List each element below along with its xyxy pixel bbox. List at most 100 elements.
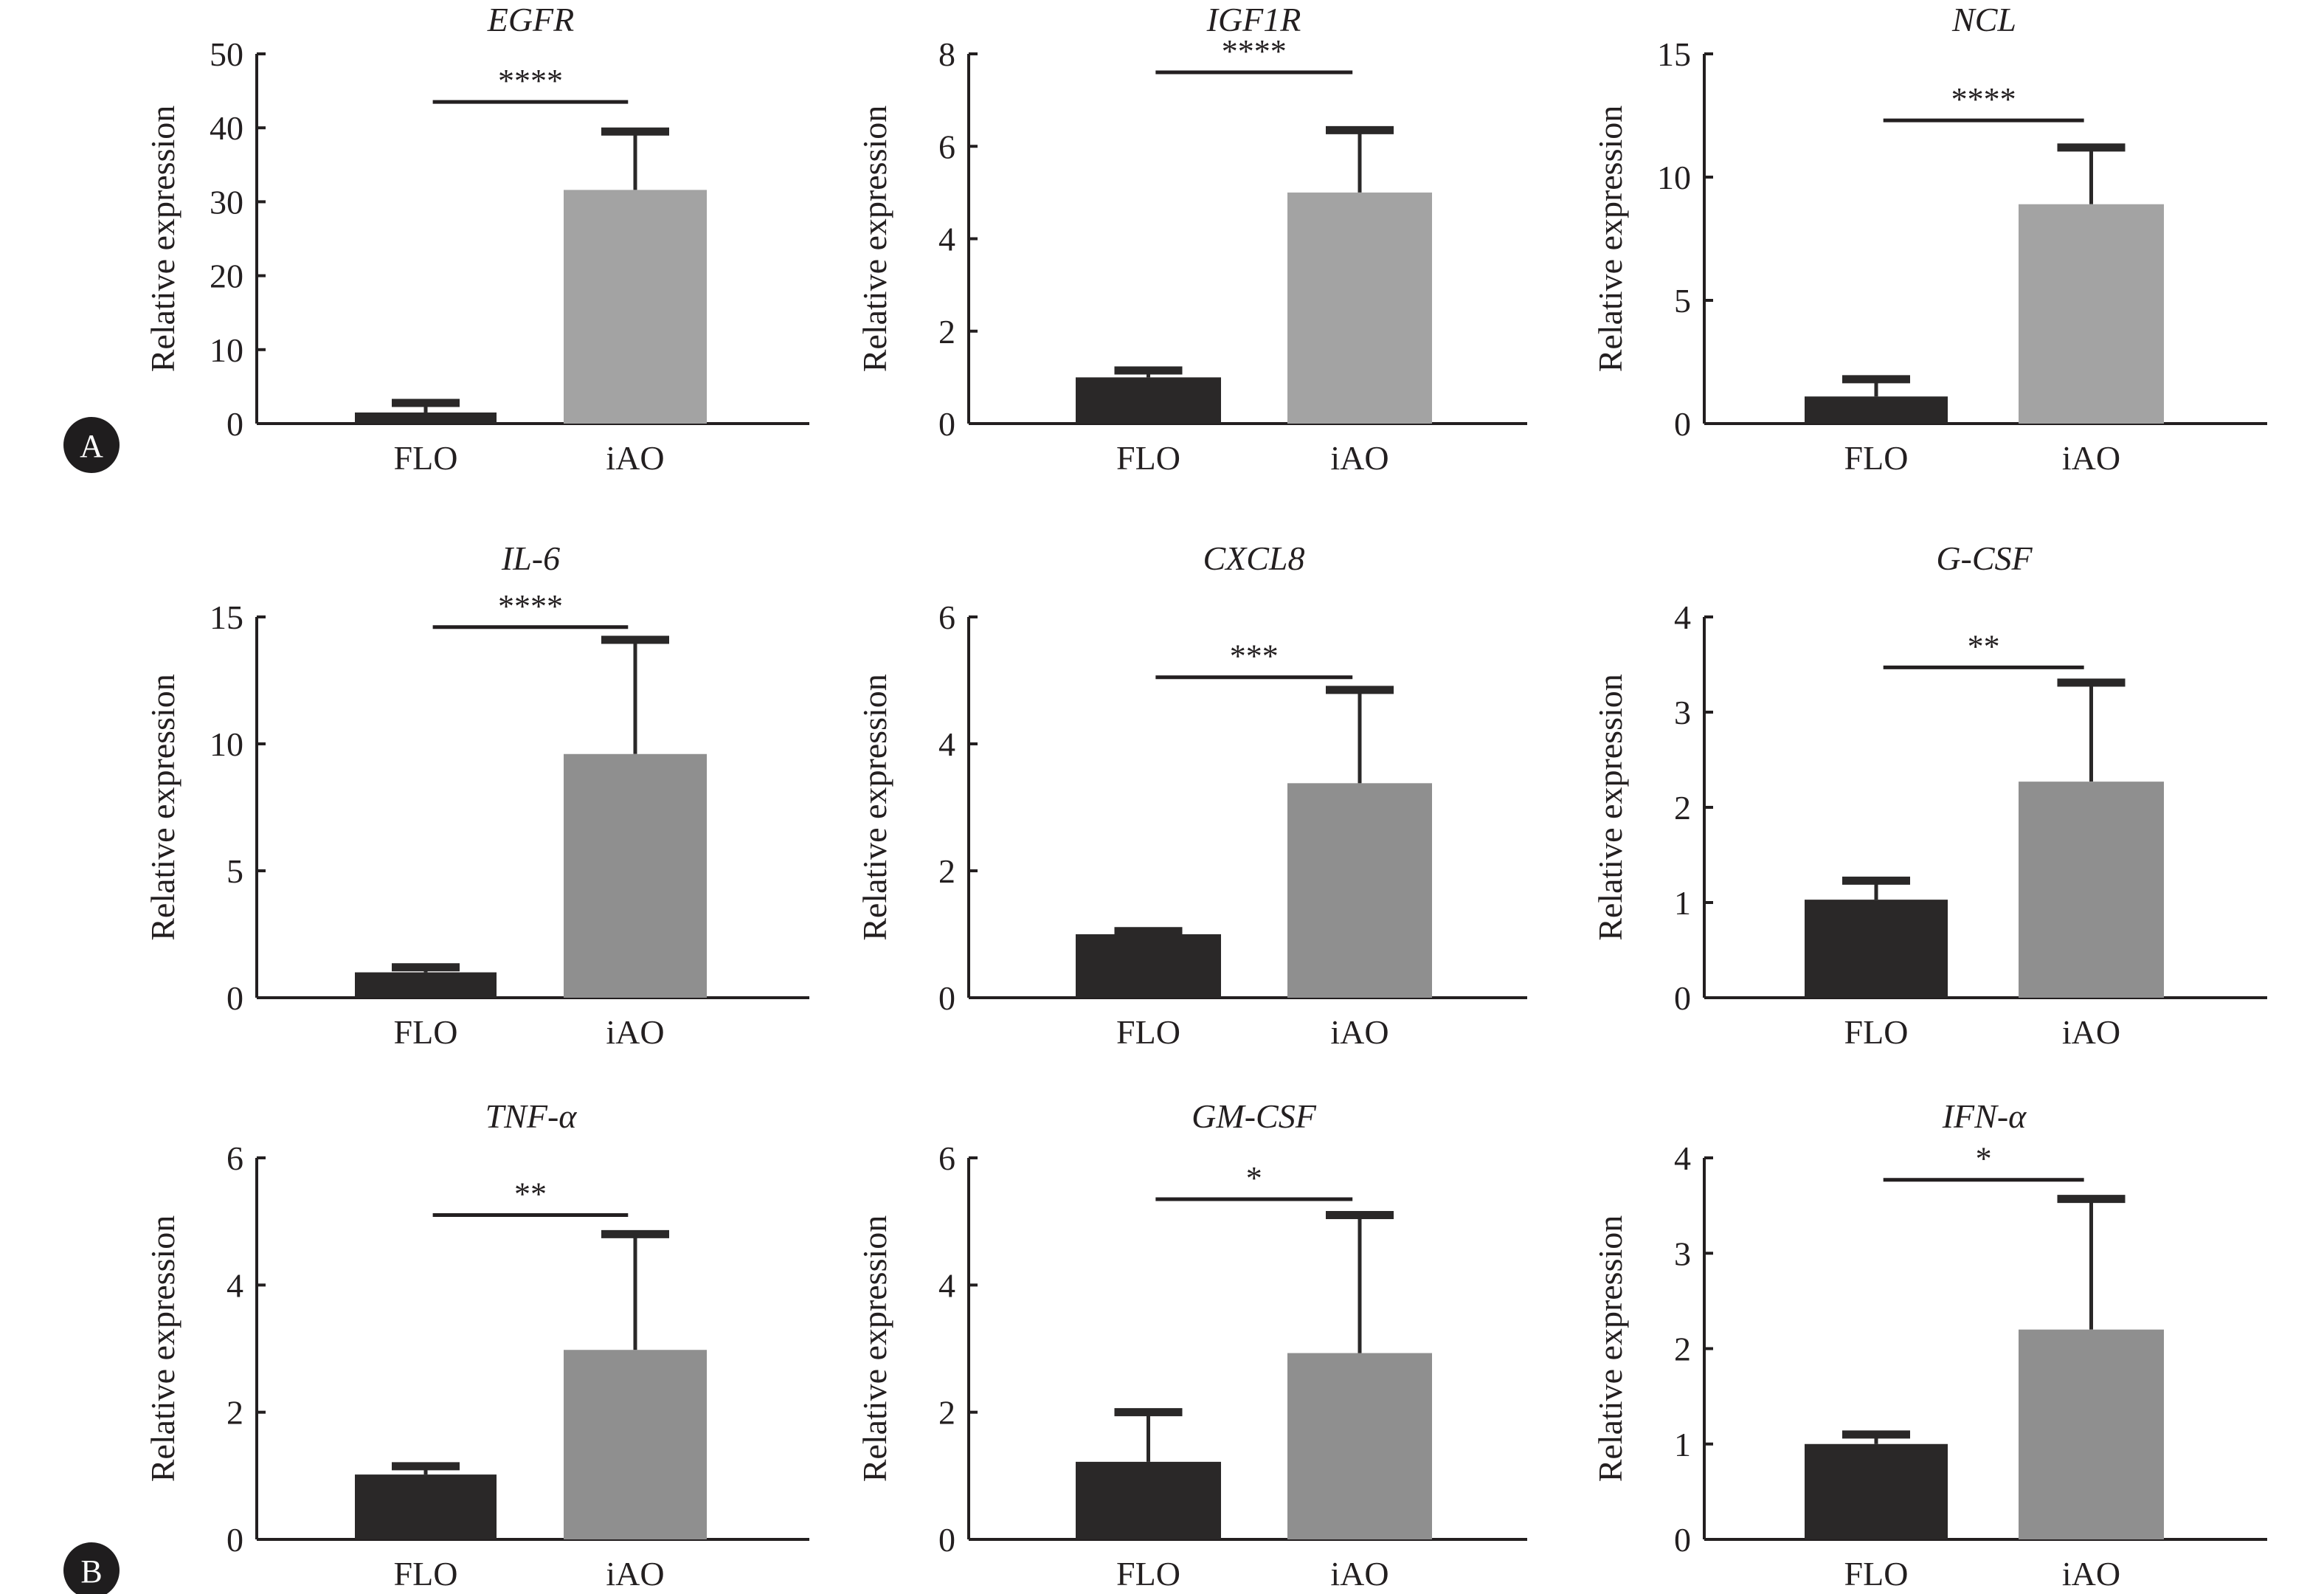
chart-title: CXCL8	[1203, 539, 1304, 577]
y-tick-label: 4	[1674, 598, 1691, 636]
x-tick-label-flo: FLO	[394, 439, 458, 477]
x-tick-label-flo: FLO	[1116, 1555, 1180, 1593]
bar-iao	[1287, 783, 1432, 998]
y-tick-label: 5	[226, 852, 243, 890]
y-tick-label: 2	[938, 313, 955, 351]
y-axis-label: Relative expression	[1591, 1215, 1629, 1483]
y-tick-label: 2	[226, 1394, 243, 1432]
x-tick-label-iao: iAO	[2062, 439, 2120, 477]
x-tick-label-iao: iAO	[2062, 1013, 2120, 1051]
panel-label-a: A	[63, 417, 120, 473]
y-tick-label: 10	[1657, 159, 1691, 196]
significance-label: ***	[1230, 638, 1279, 674]
bar-flo	[1805, 396, 1948, 424]
chart-title: EGFR	[487, 1, 575, 38]
y-axis-label: Relative expression	[1591, 674, 1629, 941]
y-tick-label: 0	[1674, 979, 1691, 1017]
bar-iao	[564, 753, 707, 998]
chart-title: NCL	[1951, 1, 2016, 38]
y-tick-label: 2	[1674, 1331, 1691, 1368]
y-tick-label: 0	[226, 979, 243, 1017]
panel-label-a-circle	[63, 417, 120, 473]
significance-label: *	[1246, 1160, 1262, 1196]
bar-iao	[2019, 782, 2164, 998]
y-tick-label: 0	[938, 1521, 955, 1559]
y-axis-label: Relative expression	[856, 106, 893, 373]
x-tick-label-iao: iAO	[606, 1013, 664, 1051]
y-tick-label: 4	[938, 1266, 955, 1304]
x-tick-label-flo: FLO	[1844, 439, 1909, 477]
significance-label: **	[1968, 628, 2000, 664]
chart-panel-il-6: IL-6 Relative expression 0 5 10 15 FLO iAO ****	[144, 539, 809, 1051]
bar-flo	[1805, 900, 1948, 998]
y-tick-label: 8	[938, 35, 955, 73]
significance-label: ****	[498, 63, 563, 99]
y-axis-label: Relative expression	[856, 1215, 893, 1483]
chart-title: GM-CSF	[1192, 1097, 1317, 1135]
x-tick-label-flo: FLO	[1844, 1555, 1909, 1593]
y-tick-label: 5	[1674, 282, 1691, 320]
x-tick-label-iao: iAO	[606, 1555, 664, 1593]
x-tick-label-flo: FLO	[394, 1013, 458, 1051]
chart-title: IL-6	[501, 539, 560, 577]
bar-iao	[2019, 1329, 2164, 1539]
y-tick-label: 4	[226, 1266, 243, 1304]
bar-iao	[1287, 192, 1432, 424]
y-tick-label: 10	[210, 331, 243, 369]
bar-iao	[564, 1350, 707, 1539]
y-axis-label: Relative expression	[144, 674, 181, 941]
significance-label: ****	[1951, 81, 2016, 117]
x-tick-label-flo: FLO	[1116, 439, 1180, 477]
x-tick-label-flo: FLO	[394, 1555, 458, 1593]
y-tick-label: 15	[1657, 35, 1691, 73]
y-tick-label: 1	[1674, 884, 1691, 922]
y-tick-label: 0	[1674, 1521, 1691, 1559]
bar-flo	[355, 1474, 497, 1539]
chart-panel-egfr: EGFR Relative expression 0 10 20 30 40 50 FLO iAO…	[144, 1, 809, 477]
bar-flo	[355, 972, 497, 998]
panel-label-b: B	[63, 1542, 120, 1594]
y-tick-label: 0	[938, 405, 955, 443]
y-tick-label: 4	[938, 221, 955, 258]
chart-panel-igf1r: IGF1R Relative expression 0 2 4 6 8 FLO iAO ****	[856, 1, 1527, 477]
x-tick-label-iao: iAO	[1330, 1013, 1388, 1051]
y-tick-label: 6	[938, 128, 955, 165]
x-tick-label-flo: FLO	[1116, 1013, 1180, 1051]
y-tick-label: 20	[210, 258, 243, 295]
x-tick-label-iao: iAO	[606, 439, 664, 477]
chart-panel-tnf-: TNF-α Relative expression 0 2 4 6 FLO iAO **	[144, 1097, 809, 1593]
bar-flo	[1076, 934, 1221, 998]
y-tick-label: 4	[938, 725, 955, 763]
y-tick-label: 2	[938, 852, 955, 890]
x-tick-label-iao: iAO	[1330, 1555, 1388, 1593]
chart-panel-gm-csf: GM-CSF Relative expression 0 2 4 6 FLO iAO *	[856, 1097, 1527, 1593]
panel-label-a-text: A	[80, 428, 103, 464]
bar-iao	[1287, 1353, 1432, 1539]
y-tick-label: 0	[938, 979, 955, 1017]
x-tick-label-iao: iAO	[1330, 439, 1388, 477]
y-axis-label: Relative expression	[856, 674, 893, 941]
chart-title: G-CSF	[1936, 539, 2033, 577]
chart-panel-ifn-: IFN-α Relative expression 0 1 2 3 4 FLO iAO *	[1591, 1097, 2267, 1593]
y-tick-label: 50	[210, 35, 243, 73]
bar-flo	[1076, 377, 1221, 424]
y-tick-label: 6	[938, 1139, 955, 1177]
panel-label-b-circle	[63, 1542, 120, 1594]
panel-label-b-text: B	[80, 1553, 102, 1590]
y-tick-label: 0	[226, 405, 243, 443]
significance-label: ****	[1222, 33, 1287, 69]
significance-label: *	[1976, 1141, 1992, 1177]
y-axis-label: Relative expression	[144, 1215, 181, 1483]
y-tick-label: 3	[1674, 694, 1691, 731]
y-tick-label: 40	[210, 109, 243, 147]
y-tick-label: 2	[938, 1394, 955, 1432]
chart-title: IGF1R	[1206, 1, 1301, 38]
chart-panel-cxcl8: CXCL8 Relative expression 0 2 4 6 FLO iAO ***	[856, 539, 1527, 1051]
chart-panel-ncl: NCL Relative expression 0 5 10 15 FLO iAO ****	[1591, 1, 2267, 477]
y-tick-label: 30	[210, 183, 243, 221]
chart-title: TNF-α	[485, 1097, 578, 1135]
chart-title: IFN-α	[1942, 1097, 2027, 1135]
bar-flo	[1076, 1461, 1221, 1539]
